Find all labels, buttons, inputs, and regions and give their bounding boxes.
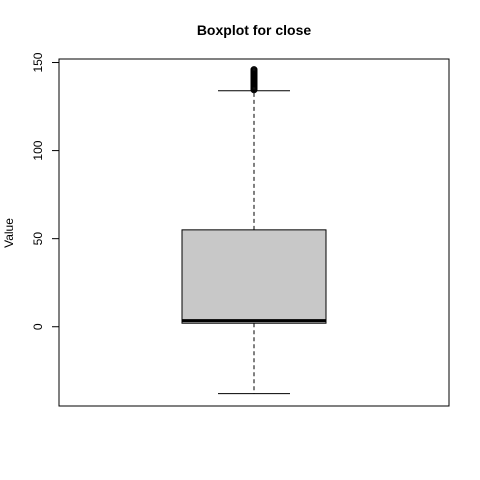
y-tick-label: 100 [31, 140, 45, 160]
y-axis-label: Value [2, 218, 16, 248]
y-tick-label: 150 [31, 52, 45, 72]
chart-title: Boxplot for close [197, 22, 312, 38]
box-group [181, 66, 327, 395]
outlier-point [250, 66, 258, 74]
iqr-box [181, 229, 327, 324]
y-tick-label: 0 [31, 323, 45, 330]
y-ticks: 0 50 100 150 [31, 52, 59, 330]
y-tick-label: 50 [31, 232, 45, 246]
